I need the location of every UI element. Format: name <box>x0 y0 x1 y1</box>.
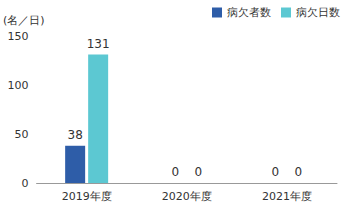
svg-text:0: 0 <box>272 165 280 179</box>
svg-text:2020年度: 2020年度 <box>162 190 212 203</box>
svg-text:(名／日): (名／日) <box>3 14 45 27</box>
svg-text:0: 0 <box>22 177 29 190</box>
svg-text:0: 0 <box>171 165 179 179</box>
svg-text:2019年度: 2019年度 <box>62 190 112 203</box>
svg-text:150: 150 <box>8 30 29 43</box>
svg-text:0: 0 <box>194 165 202 179</box>
svg-text:100: 100 <box>8 79 29 92</box>
svg-text:0: 0 <box>295 165 303 179</box>
svg-text:病欠者数: 病欠者数 <box>227 6 271 19</box>
svg-text:50: 50 <box>15 128 29 141</box>
svg-text:131: 131 <box>87 37 110 51</box>
svg-text:38: 38 <box>68 128 83 142</box>
svg-text:病欠日数: 病欠日数 <box>296 6 340 19</box>
svg-text:2021年度: 2021年度 <box>262 190 312 203</box>
